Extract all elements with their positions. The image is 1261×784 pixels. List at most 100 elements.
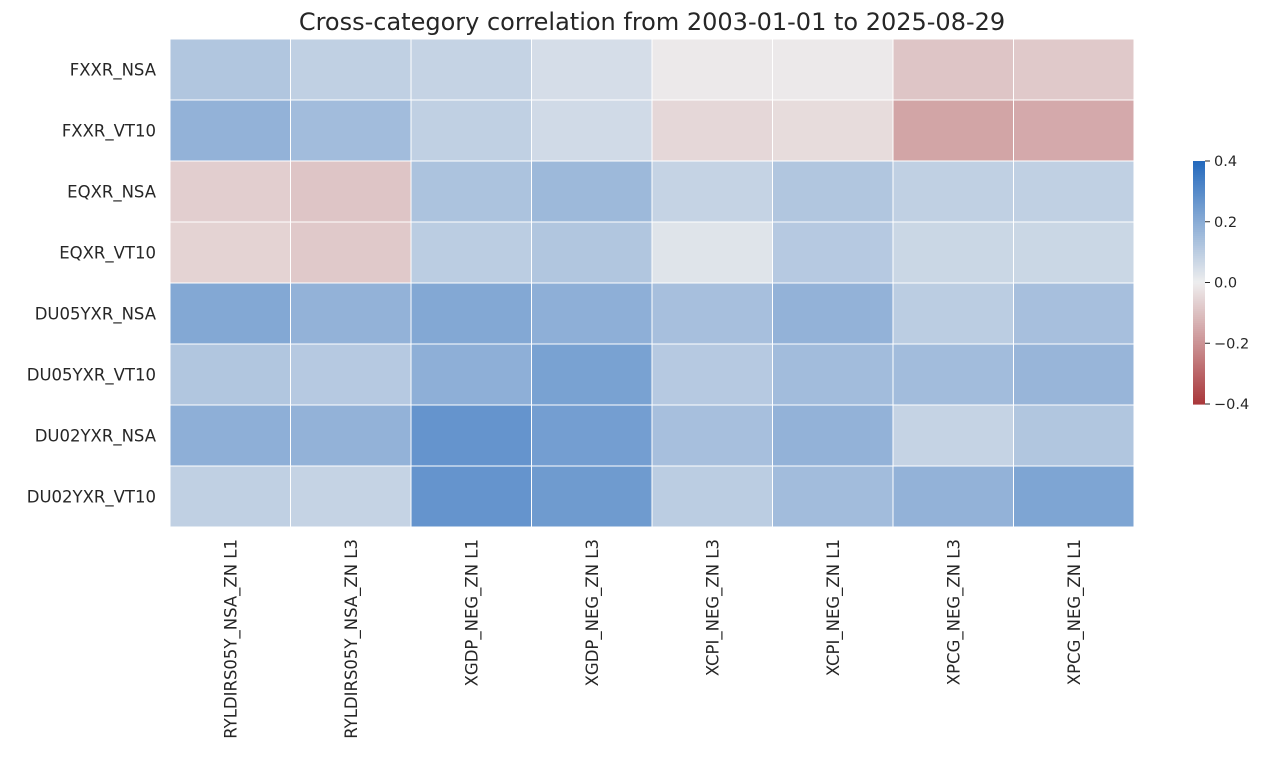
colorbar-segment — [1193, 227, 1205, 231]
colorbar-segment — [1193, 355, 1205, 359]
colorbar-segment — [1193, 292, 1205, 296]
colorbar-segment — [1193, 250, 1205, 253]
column-label: XPCG_NEG_ZN L1 — [1065, 539, 1085, 685]
colorbar-segment — [1193, 171, 1205, 174]
colorbar-segment — [1193, 219, 1205, 223]
colorbar-segment — [1193, 199, 1205, 203]
heatmap-cell — [651, 221, 773, 284]
heatmap-cell — [410, 38, 532, 101]
heatmap-cell — [410, 160, 532, 223]
colorbar-segment — [1193, 359, 1205, 363]
colorbar-segment — [1193, 302, 1205, 306]
row-label: EQXR_NSA — [67, 183, 157, 203]
colorbar-segment — [1193, 252, 1205, 255]
column-label: XGDP_NEG_ZN L1 — [462, 539, 482, 686]
colorbar-segment — [1193, 369, 1205, 373]
colorbar-segment — [1193, 397, 1205, 401]
colorbar-segment — [1193, 248, 1205, 251]
heatmap-cell — [169, 160, 291, 223]
colorbar-segment — [1193, 274, 1205, 278]
colorbar-segment — [1193, 327, 1205, 330]
colorbar-segment — [1193, 316, 1205, 320]
colorbar-segment — [1193, 339, 1205, 342]
colorbar-segment — [1193, 191, 1205, 194]
column-label: XCPI_NEG_ZN L1 — [824, 539, 844, 676]
colorbar-segment — [1193, 177, 1205, 180]
colorbar-segment — [1193, 262, 1205, 265]
heatmap-cell — [169, 38, 291, 101]
colorbar-segment — [1193, 213, 1205, 217]
colorbar-segment — [1193, 280, 1205, 284]
heatmap-cell — [290, 465, 412, 528]
heatmap-cell — [772, 38, 894, 101]
heatmap-cell — [531, 221, 653, 284]
colorbar-segment — [1193, 167, 1205, 170]
colorbar-segment — [1193, 209, 1205, 213]
heatmap-cell — [1013, 38, 1135, 101]
row-label: FXXR_VT10 — [62, 122, 156, 142]
heatmap-cell — [772, 160, 894, 223]
heatmap-cells — [169, 38, 1135, 528]
heatmap-cell — [651, 160, 773, 223]
colorbar-segment — [1193, 187, 1205, 190]
colorbar-segment — [1193, 260, 1205, 263]
colorbar-segment — [1193, 353, 1205, 356]
row-labels: FXXR_NSA FXXR_VT10 EQXR_NSA EQXR_VT10 DU05YX… — [27, 61, 157, 508]
colorbar-segment — [1193, 211, 1205, 215]
colorbar-segment — [1193, 304, 1205, 308]
heatmap-cell — [410, 343, 532, 406]
colorbar-segment — [1193, 258, 1205, 261]
heatmap-cell — [290, 282, 412, 345]
colorbar-segment — [1193, 169, 1205, 172]
colorbar-segment — [1193, 383, 1205, 387]
column-labels: RYLDIRS05Y_NSA_ZN L1 RYLDIRS05Y_NSA_ZN L3… — [221, 539, 1085, 739]
colorbar-segment — [1193, 282, 1205, 286]
colorbar-segment — [1193, 325, 1205, 328]
colorbar-segment — [1193, 203, 1205, 207]
heatmap-cell — [169, 465, 291, 528]
colorbar-segment — [1193, 278, 1205, 282]
colorbar-segment — [1193, 201, 1205, 205]
colorbar-segment — [1193, 361, 1205, 365]
heatmap-cell — [290, 38, 412, 101]
colorbar-segment — [1193, 244, 1205, 247]
colorbar-segment — [1193, 185, 1205, 188]
heatmap-cell — [892, 38, 1014, 101]
heatmap-cell — [651, 99, 773, 162]
colorbar-segment — [1193, 161, 1205, 164]
heatmap-cell — [1013, 465, 1135, 528]
colorbar-segment — [1193, 268, 1205, 271]
heatmap-cell — [892, 221, 1014, 284]
colorbar-segment — [1193, 314, 1205, 318]
colorbar-segment — [1193, 239, 1205, 243]
colorbar-segment — [1193, 217, 1205, 221]
heatmap-cell — [169, 343, 291, 406]
colorbar-tick-label: −0.4 — [1214, 397, 1249, 413]
heatmap-cell — [410, 465, 532, 528]
heatmap-cell — [531, 99, 653, 162]
colorbar-segment — [1193, 395, 1205, 399]
heatmap-cell — [410, 282, 532, 345]
heatmap-cell — [290, 404, 412, 467]
heatmap-cell — [772, 343, 894, 406]
colorbar-segment — [1193, 329, 1205, 332]
heatmap-cell — [772, 282, 894, 345]
colorbar-segment — [1193, 379, 1205, 383]
colorbar-segment — [1193, 270, 1205, 273]
colorbar-segment — [1193, 331, 1205, 334]
colorbar-segment — [1193, 298, 1205, 302]
colorbar-segment — [1193, 181, 1205, 184]
heatmap-cell — [1013, 282, 1135, 345]
colorbar-segment — [1193, 320, 1205, 324]
colorbar-segment — [1193, 333, 1205, 336]
colorbar-segment — [1193, 223, 1205, 227]
colorbar-segment — [1193, 193, 1205, 197]
colorbar-segment — [1193, 286, 1205, 290]
colorbar-segment — [1193, 290, 1205, 294]
heatmap-cell — [651, 465, 773, 528]
heatmap-cell — [410, 404, 532, 467]
heatmap-cell — [651, 282, 773, 345]
colorbar-segment — [1193, 308, 1205, 312]
colorbar-segment — [1193, 337, 1205, 340]
